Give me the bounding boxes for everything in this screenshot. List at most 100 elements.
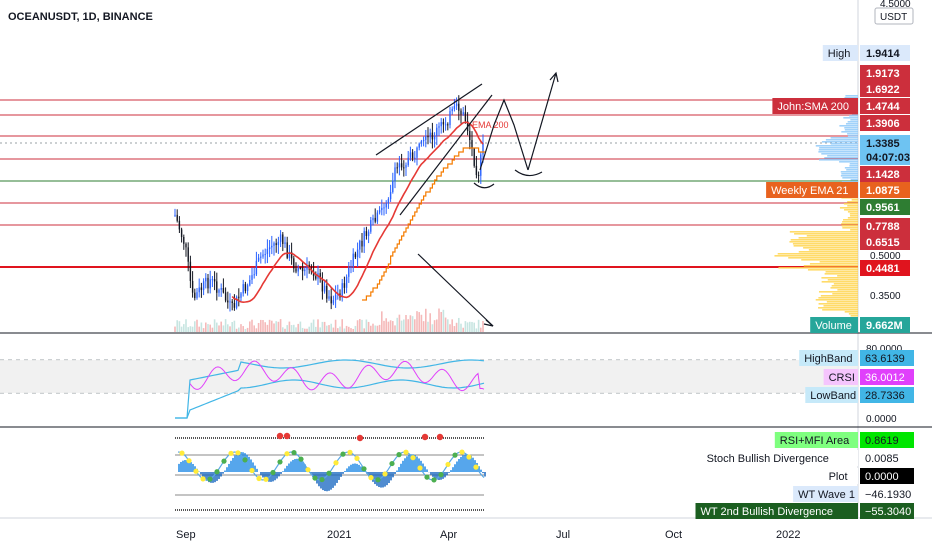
volume-profile-row xyxy=(845,167,858,169)
candle-body xyxy=(474,149,475,166)
candle-body xyxy=(216,281,217,292)
candle-body xyxy=(181,229,182,237)
volume-bar xyxy=(260,320,262,332)
candle-body xyxy=(240,293,241,297)
volume-profile-row xyxy=(816,299,858,301)
wt-dot xyxy=(326,471,331,476)
volume-bar xyxy=(198,327,200,332)
volume-profile-row xyxy=(834,283,858,285)
wt-red-dot xyxy=(437,434,443,440)
wt-dot xyxy=(298,457,303,462)
volume-bar xyxy=(304,329,306,332)
wt-dot xyxy=(466,454,471,459)
volume-profile-row xyxy=(837,289,858,291)
volume-bar xyxy=(264,322,266,332)
candle-body xyxy=(366,231,367,236)
candle-body xyxy=(361,241,362,247)
candle-body xyxy=(355,254,356,258)
volume-profile-row xyxy=(819,159,858,161)
volume-bar xyxy=(291,325,293,332)
ema-annotation-label: EMA 200 xyxy=(472,120,509,130)
volume-profile-row xyxy=(821,295,858,297)
volume-profile-row xyxy=(848,121,858,123)
wt-area-bar xyxy=(178,464,180,472)
volume-bar xyxy=(465,321,467,332)
volume-profile-row xyxy=(841,175,858,177)
symbol-title[interactable]: OCEANUSDT, 1D, BINANCE xyxy=(8,11,153,23)
candle-body xyxy=(399,163,400,167)
pane-label-name: RSI+MFI Area xyxy=(780,435,850,447)
wt-dot xyxy=(263,477,268,482)
price-label-value: 1.4744 xyxy=(866,101,901,113)
candle-body xyxy=(188,247,189,261)
volume-bar xyxy=(194,321,196,332)
volume-bar xyxy=(196,320,198,332)
volume-profile-row xyxy=(852,199,858,201)
volume-profile-row xyxy=(846,169,858,171)
volume-bar xyxy=(429,313,431,332)
pane-label-name: WT Wave 1 xyxy=(798,489,855,501)
candle-body xyxy=(234,303,235,308)
pane-label-value: 63.6139 xyxy=(865,353,905,365)
wt-dot xyxy=(403,450,408,455)
volume-profile-row xyxy=(818,297,858,299)
volume-profile-row xyxy=(839,125,858,127)
candle-body xyxy=(368,232,369,236)
volume-profile-row xyxy=(826,271,858,273)
volume-bar xyxy=(236,329,238,332)
volume-profile-row xyxy=(788,257,858,259)
wt-area-bar xyxy=(256,469,258,472)
volume-bar xyxy=(427,322,429,332)
volume-profile-row xyxy=(822,281,858,283)
price-label-value: 1.1428 xyxy=(866,169,900,181)
wt-area-bar xyxy=(484,472,486,477)
volume-profile-row xyxy=(844,127,858,129)
volume-profile-row xyxy=(851,179,858,181)
currency-label[interactable]: USDT xyxy=(880,12,907,23)
wt-area-bar xyxy=(402,461,404,472)
wt-dot xyxy=(200,476,205,481)
wt-dot xyxy=(221,459,226,464)
wt-red-dot xyxy=(422,434,428,440)
volume-bar xyxy=(174,327,176,332)
volume-profile-row xyxy=(824,157,858,159)
volume-profile-row xyxy=(794,233,858,235)
volume-bar xyxy=(205,323,207,332)
volume-profile-row xyxy=(846,123,858,125)
candle-body xyxy=(183,237,184,244)
candle-body xyxy=(179,221,180,230)
wt-dot xyxy=(291,450,296,455)
volume-profile-row xyxy=(850,213,858,215)
wt-area-bar xyxy=(446,472,448,475)
candle-body xyxy=(238,297,239,298)
volume-bar xyxy=(317,319,319,332)
volume-profile-row xyxy=(847,201,858,203)
volume-bar xyxy=(361,320,363,332)
volume-bar xyxy=(372,324,374,332)
candle-body xyxy=(460,111,461,115)
volume-bar xyxy=(482,321,484,332)
volume-profile-row xyxy=(850,163,858,165)
volume-profile-row xyxy=(832,285,858,287)
wt-area-bar xyxy=(394,472,396,474)
volume-bar xyxy=(414,319,416,332)
volume-bar xyxy=(410,315,412,332)
wt-dot xyxy=(417,465,422,470)
candle-body xyxy=(456,104,457,106)
volume-profile-row xyxy=(832,293,858,295)
candle-body xyxy=(265,254,266,255)
volume-bar xyxy=(207,324,209,332)
price-label-value: 1.3906 xyxy=(866,118,900,130)
volume-bar xyxy=(240,324,242,332)
price-tick-0-3500: 0.3500 xyxy=(870,291,901,302)
volume-bar xyxy=(390,320,392,332)
volume-bar xyxy=(271,321,273,332)
candle-body xyxy=(403,167,404,168)
candle-body xyxy=(190,262,191,281)
candle-body xyxy=(342,283,343,297)
time-tick-jul: Jul xyxy=(556,529,570,541)
wt-area-bar xyxy=(276,472,278,479)
wt-area-bar xyxy=(388,472,390,483)
